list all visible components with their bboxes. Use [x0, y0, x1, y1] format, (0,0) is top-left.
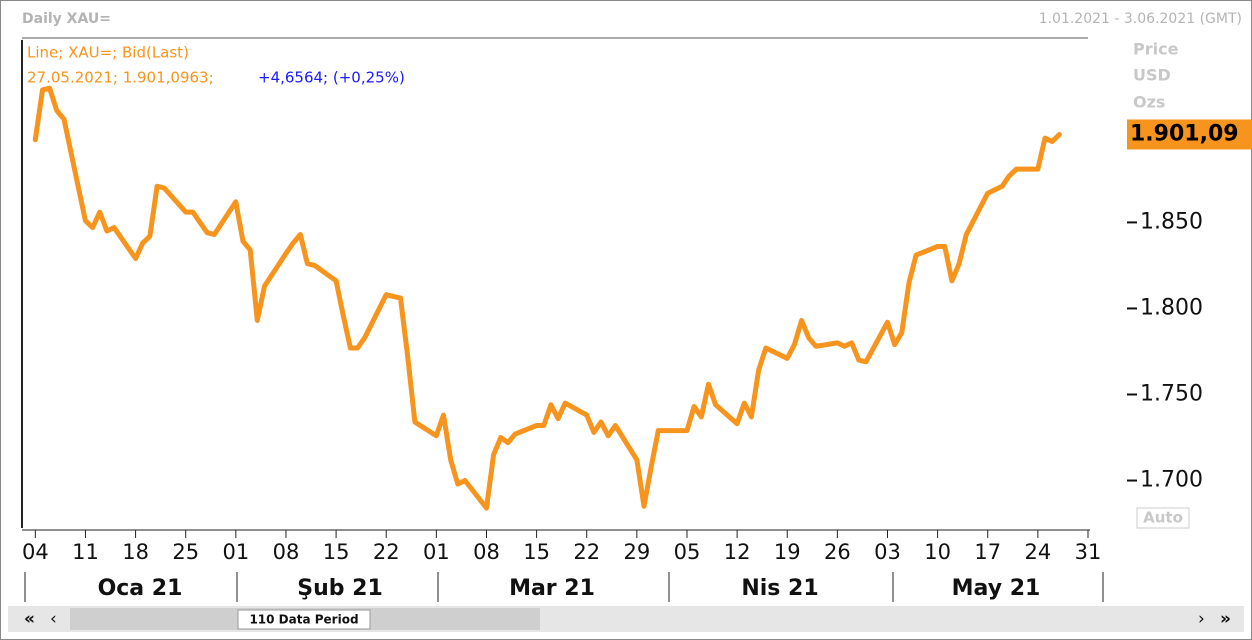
x-tick-label: 08 [473, 540, 500, 564]
x-tick-label: 26 [824, 540, 851, 564]
month-label: Nis 21 [741, 576, 818, 601]
month-label: Oca 21 [98, 576, 183, 601]
y-tick-label: 1.700 [1140, 468, 1203, 493]
x-tick-label: 24 [1025, 540, 1052, 564]
month-label: Mar 21 [509, 576, 595, 601]
scroll-first[interactable]: « [24, 609, 35, 629]
month-separators [24, 572, 1104, 602]
last-value-box [1127, 119, 1252, 150]
y-tick-label: 1.800 [1140, 295, 1203, 320]
x-tick-label: 19 [774, 540, 801, 564]
last-value-label: 1.901,09 [1130, 121, 1239, 146]
x-tick-label: 08 [273, 540, 300, 564]
x-tick-label: 01 [423, 540, 450, 564]
x-tick-label: 29 [623, 540, 650, 564]
x-tick-label: 05 [674, 540, 701, 564]
x-tick-label: 15 [523, 540, 550, 564]
x-tick-label: 11 [72, 540, 99, 564]
scroll-thumb[interactable] [237, 609, 371, 630]
scroll-right[interactable]: › [1198, 609, 1205, 629]
x-tick-label: 04 [22, 540, 49, 564]
axis-label: USD [1133, 66, 1171, 85]
x-tick-label: 25 [172, 540, 199, 564]
scroll-left[interactable]: ‹ [50, 609, 57, 629]
chart-title: Daily XAU= [22, 11, 111, 27]
legend-values: 27.05.2021; 1.901,0963; [27, 69, 214, 87]
auto-label: Auto [1143, 509, 1183, 527]
x-tick-label: 10 [924, 540, 951, 564]
month-label: May 21 [952, 576, 1041, 601]
x-tick-label: 22 [373, 540, 400, 564]
y-tick-label: 1.750 [1140, 381, 1203, 406]
period-label: 110 Data Period [249, 613, 358, 627]
legend-line: Line; XAU=; Bid(Last) [27, 44, 189, 62]
y-tick-label: 1.850 [1140, 209, 1203, 234]
axis-label: Ozs [1133, 93, 1165, 112]
x-tick-label: 12 [724, 540, 751, 564]
date-range: 1.01.2021 - 3.06.2021 (GMT) [1039, 11, 1242, 27]
x-tick-label: 18 [122, 540, 149, 564]
x-tick-label: 15 [323, 540, 350, 564]
x-tick-label: 03 [874, 540, 901, 564]
x-tick-label: 31 [1075, 540, 1102, 564]
legend-change: +4,6564; (+0,25%) [258, 69, 405, 87]
x-tick-label: 17 [974, 540, 1001, 564]
month-label: Şub 21 [297, 576, 383, 601]
x-tick-label: 01 [222, 540, 249, 564]
auto-button[interactable] [1136, 507, 1190, 529]
x-tick-label: 22 [573, 540, 600, 564]
axis-label: Price [1133, 40, 1179, 59]
price-line [32, 85, 1062, 511]
scroll-last[interactable]: » [1220, 609, 1231, 629]
